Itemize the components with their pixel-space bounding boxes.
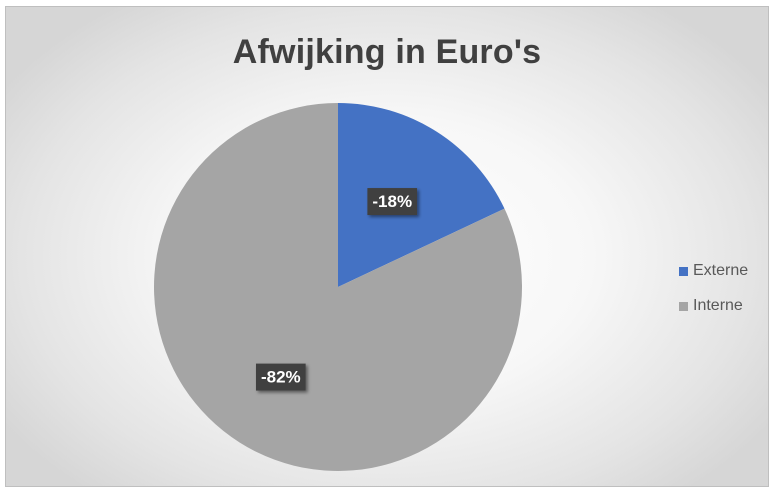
legend: Externe Interne bbox=[679, 260, 748, 330]
legend-item-interne: Interne bbox=[679, 295, 748, 317]
data-label-box-interne bbox=[255, 363, 306, 391]
pie-chart: -18% -82% bbox=[154, 103, 522, 471]
legend-item-externe: Externe bbox=[679, 260, 748, 282]
chart-area: Afwijking in Euro's -18% -82% Externe Int… bbox=[5, 6, 769, 487]
legend-swatch-interne bbox=[679, 301, 688, 311]
legend-label-externe: Externe bbox=[693, 262, 749, 279]
data-label-interne: -82% bbox=[255, 363, 306, 391]
data-label-externe: -18% bbox=[367, 188, 418, 216]
legend-swatch-externe bbox=[679, 266, 688, 276]
data-label-text-externe: -18% bbox=[372, 192, 412, 211]
pie-slices bbox=[154, 103, 522, 471]
data-label-text-interne: -82% bbox=[261, 368, 301, 387]
legend-label-interne: Interne bbox=[693, 297, 743, 314]
pie-data-labels: -18% -82% bbox=[255, 188, 418, 391]
chart-title: Afwijking in Euro's bbox=[232, 33, 542, 71]
data-label-box-externe bbox=[367, 188, 418, 216]
pie-slice-externe bbox=[338, 103, 505, 287]
pie-slice-interne bbox=[154, 103, 522, 471]
